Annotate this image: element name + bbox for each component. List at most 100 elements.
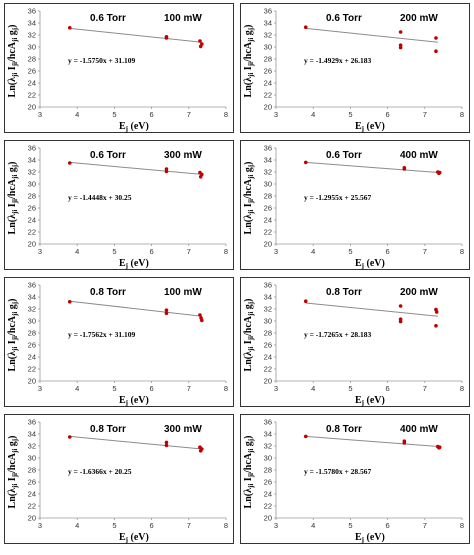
y-tick-label: 20 <box>28 240 36 249</box>
power-label: 200 mW <box>400 287 438 298</box>
pressure-label: 0.6 Torr <box>90 150 126 161</box>
y-tick-label: 22 <box>264 228 272 237</box>
power-label: 400 mW <box>400 424 438 435</box>
data-point <box>437 170 442 175</box>
y-tick-label: 22 <box>28 91 36 100</box>
x-tick-label: 8 <box>460 110 464 119</box>
x-tick-label: 5 <box>112 110 116 119</box>
trend-line <box>305 435 440 448</box>
data-point <box>398 319 403 324</box>
data-point <box>434 36 438 40</box>
y-tick-label: 34 <box>28 156 36 165</box>
y-tick-label: 22 <box>264 91 272 100</box>
trend-line <box>305 161 440 174</box>
data-point <box>437 445 442 449</box>
pressure-label: 0.8 Torr <box>90 287 126 298</box>
x-tick-label: 3 <box>274 384 278 393</box>
x-tick-label: 5 <box>348 110 352 119</box>
data-point <box>198 44 203 49</box>
chart-frame <box>4 3 234 133</box>
x-tick-label: 5 <box>112 521 116 530</box>
data-point <box>434 49 438 53</box>
data-point <box>402 167 407 171</box>
x-axis-title: Ej (eV) <box>119 395 149 407</box>
y-tick-label: 20 <box>28 514 36 523</box>
x-tick-label: 7 <box>423 247 427 256</box>
y-tick-label: 30 <box>28 317 36 326</box>
data-point <box>198 313 202 317</box>
fit-equation: y = -1.7562x + 31.109 <box>68 330 136 339</box>
power-label: 200 mW <box>400 13 438 24</box>
chart-panel: 20 22 24 26 28 30 32 34 36 3 4 5 6 7 8 Ln(λji Iji/hcAji… <box>4 277 234 407</box>
y-tick-label: 30 <box>28 454 36 463</box>
y-tick-label: 26 <box>28 204 36 213</box>
y-tick-label: 24 <box>264 216 272 225</box>
x-tick-label: 7 <box>187 247 191 256</box>
pressure-label: 0.8 Torr <box>326 424 362 435</box>
data-point <box>164 308 169 312</box>
y-tick-label: 24 <box>264 353 272 362</box>
data-point <box>398 30 403 34</box>
y-tick-label: 28 <box>264 192 272 201</box>
trend-line <box>305 302 438 317</box>
y-tick-label: 34 <box>264 293 272 302</box>
data-point <box>67 161 72 165</box>
x-axis-title: Ej (eV) <box>119 121 149 133</box>
fit-equation: y = -1.4448x + 30.25 <box>68 193 132 202</box>
y-tick-label: 36 <box>28 418 36 427</box>
y-tick-label: 32 <box>28 305 36 314</box>
x-axis-title: Ej (eV) <box>355 258 385 270</box>
pressure-label: 0.8 Torr <box>90 424 126 435</box>
fit-equation: y = -1.6366x + 20.25 <box>68 467 132 476</box>
y-tick-label: 34 <box>28 430 36 439</box>
chart-panel: 20 22 24 26 28 30 32 34 36 3 4 5 6 7 8 Ln(λji Iji/hcAji… <box>4 3 234 133</box>
x-tick-label: 6 <box>150 110 154 119</box>
y-tick-label: 22 <box>28 228 36 237</box>
data-point <box>398 304 403 308</box>
x-tick-label: 5 <box>348 521 352 530</box>
data-point <box>164 311 169 315</box>
y-tick-label: 24 <box>264 490 272 499</box>
fit-equation: y = -1.5750x + 31.109 <box>68 56 136 65</box>
y-tick-label: 32 <box>28 442 36 451</box>
y-tick-label: 32 <box>28 31 36 40</box>
y-tick-label: 20 <box>28 103 36 112</box>
x-axis-title: Ej (eV) <box>355 121 385 133</box>
y-tick-label: 28 <box>28 55 36 64</box>
fit-equation: y = -1.5780x + 28.567 <box>304 467 372 476</box>
x-axis-title: Ej (eV) <box>119 532 149 544</box>
pressure-label: 0.8 Torr <box>326 287 362 298</box>
data-point <box>398 45 403 50</box>
y-tick-label: 30 <box>28 43 36 52</box>
data-point <box>198 39 202 43</box>
y-tick-label: 32 <box>264 31 272 40</box>
y-axis-title: Ln(λji Iji/hcAji gj) <box>7 162 19 235</box>
y-tick-label: 20 <box>264 377 272 386</box>
x-tick-label: 8 <box>460 247 464 256</box>
x-tick-label: 8 <box>224 384 228 393</box>
x-tick-label: 8 <box>460 384 464 393</box>
x-tick-label: 3 <box>274 247 278 256</box>
chart-panel: 20 22 24 26 28 30 32 34 36 3 4 5 6 7 8 Ln(λji Iji/hcAji… <box>240 277 470 407</box>
data-point <box>164 169 169 174</box>
chart-panel: 20 22 24 26 28 30 32 34 36 3 4 5 6 7 8 Ln(λji Iji/hcAji… <box>240 140 470 270</box>
x-tick-label: 7 <box>187 521 191 530</box>
chart-frame <box>4 140 234 270</box>
y-axis-title: Ln(λji Iji/hcAji gj) <box>243 25 255 98</box>
pressure-label: 0.6 Torr <box>326 150 362 161</box>
x-tick-label: 3 <box>274 110 278 119</box>
y-tick-label: 32 <box>264 168 272 177</box>
fit-equation: y = -1.7265x + 28.183 <box>304 330 372 339</box>
x-tick-label: 4 <box>311 110 315 119</box>
x-tick-label: 6 <box>150 384 154 393</box>
x-tick-label: 7 <box>423 521 427 530</box>
x-tick-label: 4 <box>311 247 315 256</box>
x-tick-label: 8 <box>224 521 228 530</box>
x-axis-title: Ej (eV) <box>355 532 385 544</box>
x-tick-label: 4 <box>75 384 79 393</box>
chart-panel: 20 22 24 26 28 30 32 34 36 3 4 5 6 7 8 Ln(λji Iji/hcAji… <box>240 414 470 544</box>
